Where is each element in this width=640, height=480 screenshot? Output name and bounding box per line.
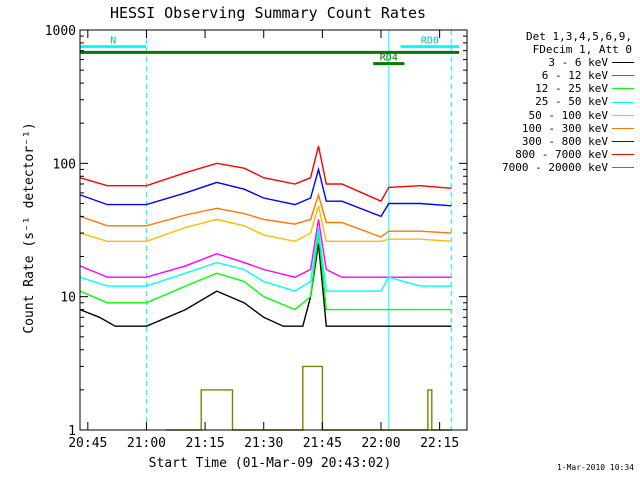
legend-entry-5: 100 - 300 keV	[482, 122, 638, 135]
legend-label-7: 800 - 7000 keV	[515, 147, 608, 161]
legend-swatch-0	[612, 62, 634, 64]
legend-swatch-2	[612, 88, 634, 90]
series-line-8	[166, 365, 452, 431]
y-tick-label-0: 1	[68, 424, 76, 439]
legend-entry-2: 12 - 25 keV	[482, 82, 638, 95]
legend-swatch-8	[612, 166, 634, 168]
annotation-label-1: RD0	[421, 36, 439, 47]
legend-label-4: 50 - 100 keV	[528, 108, 608, 122]
y-tick-label-1: 10	[60, 291, 76, 306]
legend-swatch-7	[612, 153, 634, 155]
legend-swatch-4	[612, 114, 634, 116]
legend-label-6: 300 - 800 keV	[521, 134, 608, 148]
x-tick-label-1: 21:00	[127, 436, 166, 451]
legend-entry-1: 6 - 12 keV	[482, 69, 638, 82]
legend-entry-0: 3 - 6 keV	[482, 56, 638, 69]
chart-title: HESSI Observing Summary Count Rates	[110, 4, 426, 22]
legend-label-8: 7000 - 20000 keV	[502, 160, 608, 174]
legend: Det 1,3,4,5,6,9, FDecim 1, Att 0 3 - 6 k…	[482, 30, 638, 174]
legend-swatch-1	[612, 75, 634, 77]
annotation-label-2: RD4	[380, 53, 398, 64]
y-tick-label-2: 100	[53, 157, 76, 172]
series-line-6	[79, 166, 452, 218]
series-line-2	[79, 233, 452, 311]
series-line-1	[79, 219, 452, 278]
x-tick-label-5: 22:00	[361, 436, 400, 451]
legend-header-line-2: FDecim 1, Att 0	[532, 43, 632, 57]
legend-header-line-1: Det 1,3,4,5,6,9,	[526, 30, 632, 43]
y-tick-label-3: 1000	[45, 24, 76, 39]
x-tick-label-4: 21:45	[303, 436, 342, 451]
legend-entry-7: 800 - 7000 keV	[482, 148, 638, 161]
legend-label-0: 3 - 6 keV	[548, 56, 608, 70]
legend-swatch-6	[612, 140, 634, 142]
legend-entry-8: 7000 - 20000 keV	[482, 161, 638, 174]
legend-rows: 3 - 6 keV 6 - 12 keV 12 - 25 keV 25 - 50 ke…	[482, 56, 638, 174]
x-tick-label-0: 20:45	[68, 436, 107, 451]
axis-layer: 20:45 21:00 21:15 21:30 21:45 22:00 22:15 1 10 10…	[45, 24, 468, 451]
y-axis-label: Count Rate (s⁻¹ detector⁻¹)	[22, 122, 37, 333]
x-tick-label-2: 21:15	[186, 436, 225, 451]
legend-label-1: 6 - 12 keV	[541, 69, 608, 83]
x-tick-label-6: 22:15	[420, 436, 459, 451]
series-line-0	[79, 243, 452, 327]
legend-entry-4: 50 - 100 keV	[482, 109, 638, 122]
series-line-3	[79, 227, 452, 292]
x-tick-label-3: 21:30	[244, 436, 283, 451]
legend-entry-6: 300 - 800 keV	[482, 135, 638, 148]
legend-label-5: 100 - 300 keV	[521, 121, 608, 135]
legend-swatch-3	[612, 101, 634, 103]
series-line-4	[79, 205, 452, 243]
annotation-label-0: N	[110, 36, 116, 47]
legend-swatch-5	[612, 127, 634, 129]
timestamp: 1-Mar-2010 10:34	[556, 463, 634, 472]
legend-label-2: 12 - 25 keV	[535, 82, 608, 96]
plot-frame	[79, 29, 468, 431]
legend-entry-3: 25 - 50 keV	[482, 95, 638, 108]
series-line-7	[79, 145, 452, 203]
series-line-5	[79, 192, 452, 238]
x-axis-label: Start Time (01-Mar-09 20:43:02)	[149, 456, 392, 471]
legend-label-3: 25 - 50 keV	[535, 95, 608, 109]
